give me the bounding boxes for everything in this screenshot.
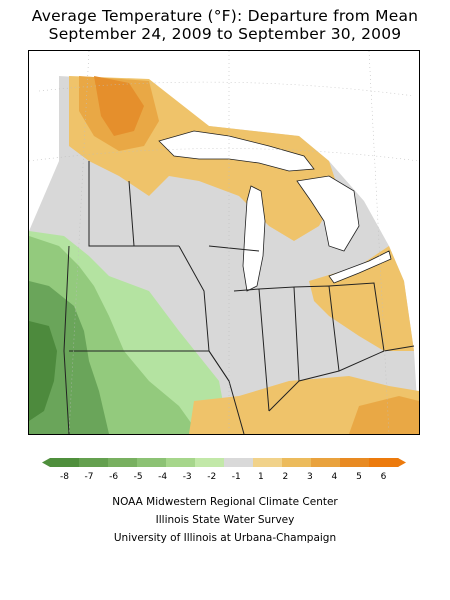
legend-swatch <box>108 458 138 467</box>
region-orange-light-east <box>309 246 414 351</box>
legend-swatch <box>340 458 370 467</box>
region-orange-mid-south <box>349 396 419 434</box>
legend-tick-label: -7 <box>85 472 94 482</box>
legend-tick-label: -4 <box>158 472 167 482</box>
legend-tick-label: 3 <box>307 472 313 482</box>
lake-huron <box>296 175 360 252</box>
legend-tick-label: 1 <box>258 472 264 482</box>
legend-tick-label: 5 <box>356 472 362 482</box>
legend-tick-label: -5 <box>134 472 143 482</box>
lake-superior <box>158 130 315 172</box>
legend-tick-label: -1 <box>232 472 241 482</box>
legend-tick-label: -2 <box>207 472 216 482</box>
legend-arrow-right <box>398 458 406 467</box>
legend-swatch <box>224 458 254 467</box>
graticule <box>29 51 419 434</box>
legend-swatch <box>50 458 80 467</box>
legend-tick-label: -6 <box>109 472 118 482</box>
map-title-line-1: Average Temperature (°F): Departure from… <box>31 7 419 25</box>
legend-swatch <box>253 458 283 467</box>
lake-michigan <box>242 185 266 292</box>
credit-line-2: Illinois State Water Survey <box>155 514 295 526</box>
region-orange-dark-north <box>94 76 144 136</box>
legend-swatch <box>311 458 341 467</box>
color-legend: -8 -7 -6 -5 -4 -3 -2 -1 1 2 3 4 5 6 <box>42 458 406 482</box>
legend-swatch <box>369 458 399 467</box>
legend-tick-label: 2 <box>282 472 288 482</box>
legend-tick-label: 4 <box>332 472 338 482</box>
map-title-line-2: September 24, 2009 to September 30, 2009 <box>48 25 402 43</box>
legend-tick-label: 6 <box>381 472 387 482</box>
credit-line-1: NOAA Midwestern Regional Climate Center <box>112 496 338 508</box>
state-borders <box>63 161 415 434</box>
lake-erie <box>328 250 392 284</box>
legend-tick-label: -8 <box>60 472 69 482</box>
region-green-darkest <box>29 321 57 421</box>
map-svg <box>29 51 419 434</box>
temperature-departure-map <box>28 50 420 435</box>
legend-tick-label: -3 <box>183 472 192 482</box>
legend-swatch <box>137 458 167 467</box>
legend-swatch <box>79 458 109 467</box>
legend-swatch <box>195 458 225 467</box>
legend-swatch <box>166 458 196 467</box>
legend-swatch <box>282 458 312 467</box>
credit-line-3: University of Illinois at Urbana-Champai… <box>113 532 337 544</box>
legend-arrow-left <box>42 458 50 467</box>
